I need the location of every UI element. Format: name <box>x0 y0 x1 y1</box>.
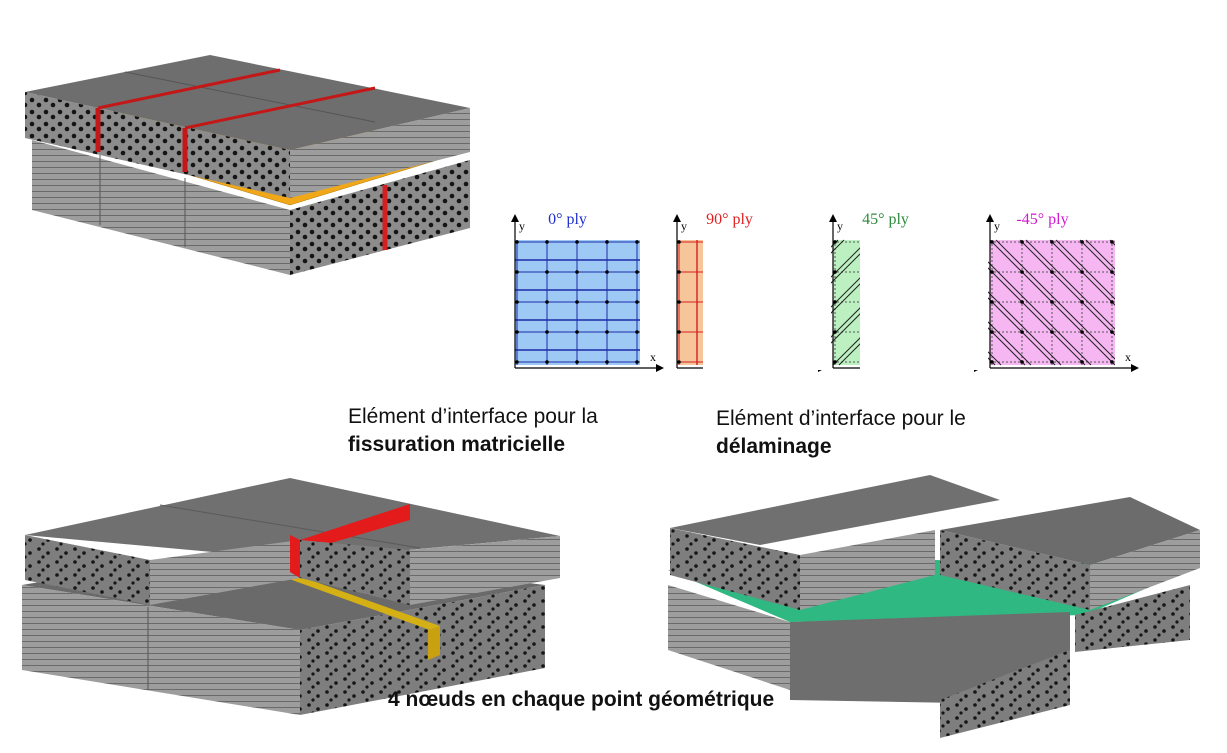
lower-front-face <box>940 650 1070 738</box>
upper-stack-front-face <box>25 92 290 198</box>
delamination-label: Elément d’interface pour le délaminage <box>716 405 1046 461</box>
ply-grid-0: x y 0° ply <box>511 211 664 372</box>
upper-right-front <box>940 530 1090 610</box>
matrix-crack-label: Elément d’interface pour la fissuration … <box>348 403 678 459</box>
ply-title: 90° ply <box>706 211 753 228</box>
ply-title: 0° ply <box>548 211 587 228</box>
bottom-caption: 4 nœuds en chaque point géométrique <box>388 688 775 711</box>
y-axis-label: y <box>519 219 525 233</box>
x-axis-label: x <box>650 350 656 364</box>
matrix-label-line1: Elément d’interface pour la <box>348 405 598 428</box>
lower-crack-front <box>428 626 440 660</box>
upper-block-right-side <box>410 536 560 605</box>
lower-stack-front-face <box>290 160 470 275</box>
delamination-block <box>668 475 1200 738</box>
ply-title: -45° ply <box>1016 211 1068 228</box>
lower-right-face <box>1075 585 1190 652</box>
lower-block-front-face <box>300 585 545 715</box>
upper-block-top <box>25 478 560 560</box>
matrix-crack-top <box>300 504 410 552</box>
upper-left-front <box>670 528 800 610</box>
upper-left-side <box>800 530 935 610</box>
ply-title: 45° ply <box>862 211 909 228</box>
upper-block-left-face <box>25 535 150 605</box>
upper-stack-right-side <box>290 108 470 198</box>
upper-right-top <box>940 497 1200 565</box>
y-axis-label: y <box>994 219 1000 233</box>
x-axis-label: x <box>1125 350 1131 364</box>
lower-block-left-side <box>22 585 300 715</box>
delam-label-line2: délaminage <box>716 435 832 458</box>
upper-block-mid-side <box>150 540 300 605</box>
matrix-crack-block <box>22 478 560 715</box>
y-axis-label: y <box>681 219 687 233</box>
laminate-overview <box>25 55 471 275</box>
ply-grid-3: x y -45° ply <box>860 211 1227 372</box>
upper-stack-top <box>25 55 470 150</box>
delam-label-line1: Elément d’interface pour le <box>716 407 966 430</box>
lower-stack-left-side <box>32 140 290 275</box>
lower-left-side <box>668 585 790 690</box>
upper-block-front-face <box>300 540 410 605</box>
upper-right-side <box>1090 530 1200 610</box>
y-axis-label: y <box>837 219 843 233</box>
matrix-label-line2: fissuration matricielle <box>348 433 566 456</box>
matrix-crack-face <box>290 535 300 578</box>
upper-left-top <box>670 475 1000 545</box>
lower-crack-top <box>270 570 440 630</box>
